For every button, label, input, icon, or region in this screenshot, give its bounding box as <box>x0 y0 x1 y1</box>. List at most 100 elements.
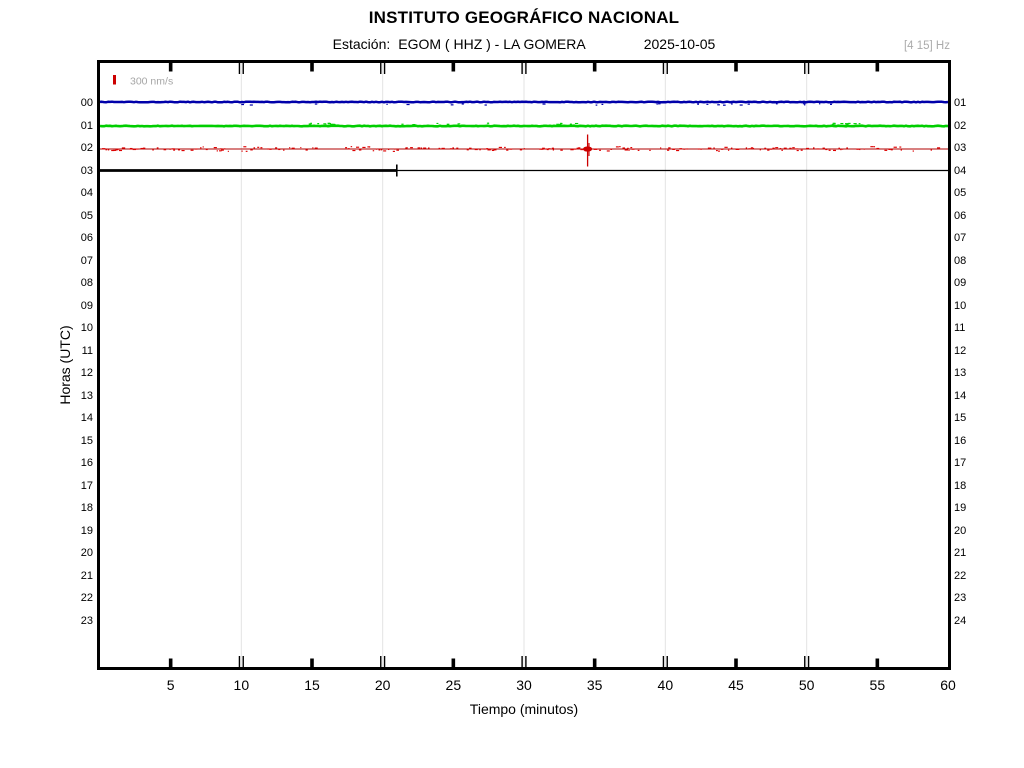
hour-label-left-13: 13 <box>80 389 93 402</box>
hour-label-right-17: 17 <box>954 457 967 470</box>
scale-legend: 300 nm/s <box>113 75 173 88</box>
hour-label-left-12: 12 <box>80 367 93 380</box>
tick-top-10-0 <box>238 63 241 74</box>
hour-label-left-06: 06 <box>80 232 93 245</box>
tick-top-40-0 <box>662 63 665 74</box>
x-tick-label-60: 60 <box>940 677 956 693</box>
station-subtitle: Estación: EGOM ( HHZ ) - LA GOMERA 2025-… <box>100 36 948 52</box>
hour-label-right-24: 24 <box>954 614 967 627</box>
x-axis-title: Tiempo (minutos) <box>469 701 579 717</box>
scale-bar-icon <box>113 75 116 85</box>
x-tick-label-30: 30 <box>516 677 532 693</box>
hour-label-right-20: 20 <box>954 524 967 537</box>
hour-label-left-17: 17 <box>80 479 93 492</box>
trace-hour-01 <box>100 124 948 128</box>
tick-bottom-50-1 <box>807 656 810 667</box>
hour-label-left-10: 10 <box>80 322 93 335</box>
hour-label-left-11: 11 <box>81 344 93 357</box>
tick-top-15 <box>310 63 314 72</box>
page-title: INSTITUTO GEOGRÁFICO NACIONAL <box>368 8 680 27</box>
hour-label-left-21: 21 <box>80 569 93 582</box>
hour-label-right-04: 04 <box>954 164 967 177</box>
hour-label-left-23: 23 <box>80 614 93 627</box>
axis-ticks <box>168 63 880 667</box>
hour-label-left-19: 19 <box>80 524 93 537</box>
hour-label-right-11: 11 <box>954 322 966 335</box>
tick-bottom-10-0 <box>238 656 241 667</box>
tick-top-45 <box>734 63 738 72</box>
x-tick-label-20: 20 <box>374 677 391 693</box>
hour-label-left-02: 02 <box>80 142 93 155</box>
hour-label-left-04: 04 <box>80 187 93 200</box>
hour-label-right-19: 19 <box>954 502 967 515</box>
seismic-traces <box>100 100 948 177</box>
tick-bottom-15 <box>310 658 314 667</box>
x-tick-label-5: 5 <box>166 677 175 693</box>
hour-label-left-22: 22 <box>80 592 93 605</box>
tick-bottom-5 <box>168 658 173 667</box>
gridlines <box>240 63 808 667</box>
y-axis-title: Horas (UTC) <box>57 325 73 405</box>
x-tick-label-40: 40 <box>657 677 674 693</box>
tick-bottom-20-0 <box>380 656 382 667</box>
hour-label-right-10: 10 <box>954 299 967 312</box>
date-label: 2025-10-05 <box>643 36 716 52</box>
tick-bottom-10-1 <box>242 656 244 667</box>
x-tick-label-15: 15 <box>304 677 320 693</box>
station-value: EGOM ( HHZ ) - LA GOMERA <box>398 36 586 52</box>
trace-hour-02-noise <box>102 146 941 152</box>
tick-top-30-1 <box>525 63 527 74</box>
tick-top-20-0 <box>380 63 382 74</box>
x-tick-label-25: 25 <box>445 677 462 693</box>
tick-bottom-50-0 <box>804 656 806 667</box>
hour-label-left-18: 18 <box>80 502 93 515</box>
hour-label-right-09: 09 <box>954 277 967 290</box>
tick-bottom-35 <box>592 658 597 667</box>
hour-label-right-18: 18 <box>954 479 967 492</box>
tick-top-25 <box>451 63 456 72</box>
x-tick-label-45: 45 <box>728 677 744 693</box>
hour-label-left-01: 01 <box>80 119 93 132</box>
hour-label-right-03: 03 <box>954 142 967 155</box>
trace-hour-00 <box>100 100 948 104</box>
hour-label-right-06: 06 <box>954 209 967 222</box>
hour-label-right-08: 08 <box>954 254 967 267</box>
tick-bottom-45 <box>734 658 738 667</box>
x-tick-label-10: 10 <box>233 677 250 693</box>
hour-label-right-01: 01 <box>954 97 967 109</box>
tick-top-30-0 <box>521 63 523 74</box>
hour-label-left-05: 05 <box>80 209 93 222</box>
hour-label-left-15: 15 <box>80 434 93 447</box>
scale-bar-label: 300 nm/s <box>130 76 173 88</box>
helicorder-canvas: 300 nm/s <box>100 63 948 667</box>
hour-label-left-09: 09 <box>80 299 93 312</box>
hour-label-right-07: 07 <box>954 232 967 245</box>
tick-bottom-55 <box>875 658 880 667</box>
x-tick-label-55: 55 <box>869 677 886 693</box>
tick-bottom-25 <box>451 658 456 667</box>
event-spike-blob <box>583 146 593 152</box>
tick-bottom-30-1 <box>525 656 527 667</box>
hour-label-right-15: 15 <box>954 412 967 425</box>
hour-label-right-14: 14 <box>954 389 967 402</box>
hour-label-left-00: 00 <box>80 97 93 109</box>
hour-label-right-21: 21 <box>954 547 967 560</box>
hour-label-left-20: 20 <box>80 547 93 560</box>
hour-label-left-14: 14 <box>80 412 93 425</box>
filter-band-label: [4 15] Hz <box>903 40 950 52</box>
tick-top-55 <box>875 63 880 72</box>
tick-top-5 <box>168 63 173 72</box>
hour-label-right-22: 22 <box>954 569 967 582</box>
tick-top-10-1 <box>242 63 244 74</box>
tick-bottom-20-1 <box>383 656 386 667</box>
tick-top-20-1 <box>383 63 386 74</box>
hour-label-right-05: 05 <box>954 187 967 200</box>
tick-bottom-30-0 <box>521 656 523 667</box>
tick-top-35 <box>592 63 597 72</box>
trace-hour-01-blips <box>308 122 861 126</box>
x-tick-label-35: 35 <box>586 677 603 693</box>
tick-top-40-1 <box>666 63 668 74</box>
hour-label-right-16: 16 <box>954 434 967 447</box>
x-tick-label-50: 50 <box>798 677 815 693</box>
trace-hour-00-blips <box>241 103 832 106</box>
